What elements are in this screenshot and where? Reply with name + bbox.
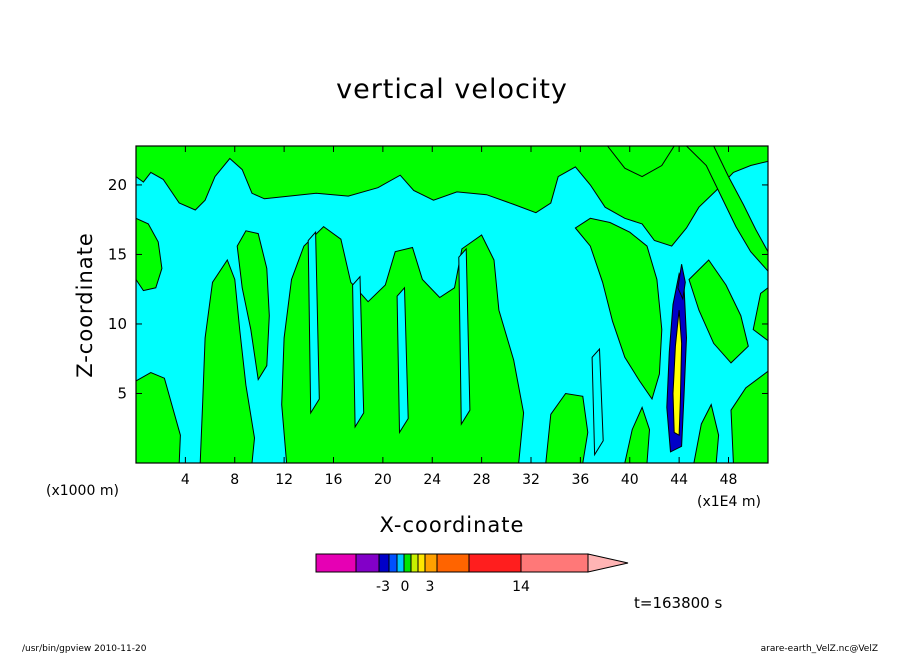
time-label: t=163800 s	[634, 594, 723, 612]
colorbar-swatch	[468, 553, 522, 573]
colorbar-swatch	[378, 553, 390, 573]
x-tick-label: 36	[571, 472, 589, 488]
positive-region	[199, 258, 256, 463]
positive-region	[545, 392, 589, 463]
x-scale-label: (x1E4 m)	[697, 494, 761, 510]
x-tick-label: 44	[670, 472, 688, 488]
colorbar-extend-arrow	[587, 553, 629, 573]
footer-command: /usr/bin/gpview 2010-11-20	[22, 644, 147, 654]
y-tick-label: 20	[108, 176, 127, 194]
y-tick-label: 5	[117, 384, 127, 402]
positive-region	[688, 259, 749, 364]
positive-region	[236, 230, 270, 382]
colorbar-tick-label: 0	[401, 579, 410, 595]
y-axis-label: Z-coordinate	[73, 232, 97, 378]
x-tick-label: 40	[621, 472, 639, 488]
velocity-field	[136, 146, 768, 463]
x-tick-label: 24	[423, 472, 441, 488]
positive-region	[730, 370, 768, 463]
y-tick-label: 15	[108, 245, 127, 263]
colorbar-swatch	[410, 553, 419, 573]
y-axis-ticks: 5 10 15 20	[108, 176, 768, 402]
chart-title: vertical velocity	[336, 74, 568, 105]
colorbar-swatch	[396, 553, 405, 573]
negative-streak	[352, 275, 365, 429]
updraft-peak	[672, 310, 683, 437]
x-tick-label: 8	[230, 472, 239, 488]
colorbar-tick-label: 14	[512, 579, 530, 595]
colorbar-swatch	[424, 553, 438, 573]
positive-region	[693, 403, 720, 463]
colorbar-swatch	[403, 553, 412, 573]
plot-frame	[135, 145, 769, 464]
colorbar-swatch	[388, 553, 398, 573]
colorbar-swatch	[315, 553, 357, 573]
x-tick-label: 12	[275, 472, 293, 488]
negative-streak	[591, 347, 604, 457]
footer-source: arare-earth_VelZ.nc@VelZ	[760, 644, 878, 654]
x-axis-ticks: 4 8 12 16 20 24 28 32 36 40 44 48	[181, 146, 738, 488]
colorbar: -3 0 3 14	[315, 553, 629, 595]
positive-region	[624, 406, 651, 463]
positive-region	[606, 146, 675, 178]
x-tick-label: 4	[181, 472, 190, 488]
x-tick-label: 16	[325, 472, 343, 488]
colorbar-tick-label: 3	[426, 579, 435, 595]
positive-region	[136, 372, 181, 463]
x-tick-label: 32	[522, 472, 540, 488]
negative-streak	[458, 247, 471, 426]
negative-streak	[396, 286, 409, 435]
x-tick-label: 20	[374, 472, 392, 488]
negative-streak	[307, 230, 320, 415]
x-tick-label: 48	[720, 472, 738, 488]
positive-region	[685, 146, 768, 272]
updraft-core	[677, 264, 686, 301]
colorbar-swatch	[520, 553, 589, 573]
positive-region	[574, 217, 663, 401]
colorbar-swatch	[436, 553, 470, 573]
colorbar-swatch	[355, 553, 380, 573]
x-axis-label: X-coordinate	[379, 513, 525, 537]
colorbar-swatch	[417, 553, 426, 573]
x-unit-label: (x1000 m)	[46, 483, 119, 499]
positive-region	[136, 146, 768, 247]
colorbar-tick-label: -3	[376, 579, 390, 595]
positive-region	[752, 287, 768, 342]
x-tick-label: 28	[473, 472, 491, 488]
positive-region	[136, 217, 163, 292]
y-tick-label: 10	[108, 315, 127, 333]
